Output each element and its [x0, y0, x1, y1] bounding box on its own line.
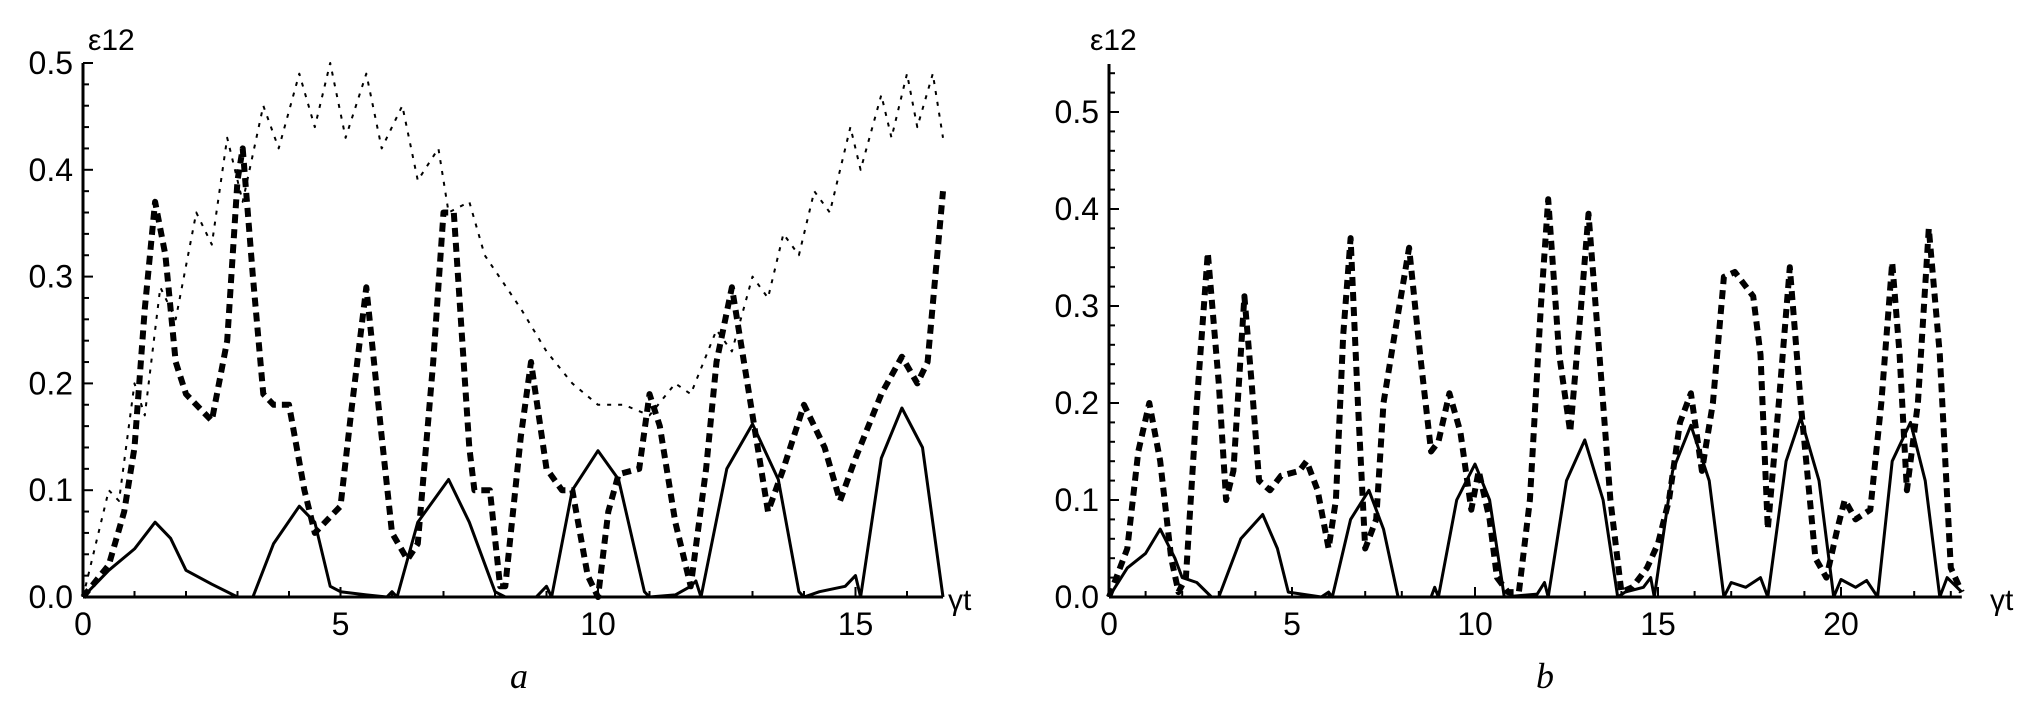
y-tick-label: 0.0	[1055, 579, 1099, 615]
x-tick-label: 5	[332, 606, 350, 642]
x-tick-label: 5	[1283, 606, 1301, 642]
series-solid-line	[1107, 416, 1963, 599]
series-solid-line	[81, 406, 945, 599]
y-tick-label: 0.1	[29, 472, 73, 508]
x-tick-label: 10	[1457, 606, 1493, 642]
y-tick-label: 0.3	[29, 259, 73, 295]
x-axis-label: γt	[1990, 584, 2014, 617]
y-tick-label: 0.1	[1055, 482, 1099, 518]
series-dashed-line	[1106, 196, 1965, 599]
panel-label: b	[1536, 656, 1554, 696]
y-tick-label: 0.0	[29, 579, 73, 615]
x-tick-label: 15	[838, 606, 874, 642]
x-tick-label: 0	[74, 606, 92, 642]
y-tick-label: 0.3	[1055, 288, 1099, 324]
y-tick-label: 0.5	[1055, 94, 1099, 130]
y-axis-label: ε12	[88, 24, 135, 57]
x-axis-label: γt	[948, 584, 972, 617]
series-dashed-line	[80, 145, 946, 600]
x-tick-label: 10	[580, 606, 616, 642]
y-tick-label: 0.2	[29, 365, 73, 401]
series-dotted-line	[82, 62, 944, 598]
x-tick-label: 15	[1640, 606, 1676, 642]
x-tick-label: 20	[1823, 606, 1859, 642]
y-tick-label: 0.4	[1055, 191, 1099, 227]
y-axis-label: ε12	[1090, 24, 1137, 57]
y-tick-label: 0.2	[1055, 385, 1099, 421]
x-tick-label: 0	[1100, 606, 1118, 642]
panel-b: ε12 γt b 0 5 10 15 20 0.0 0.1 0.2 0.3 0.4 0.5	[1055, 24, 2014, 696]
y-tick-label: 0.5	[29, 45, 73, 81]
panel-a: ε12 γt a 0 5 10 15 0.0 0.1 0.2 0.3 0.4 0.5	[29, 24, 972, 696]
y-tick-label: 0.4	[29, 152, 73, 188]
panel-label: a	[510, 656, 528, 696]
